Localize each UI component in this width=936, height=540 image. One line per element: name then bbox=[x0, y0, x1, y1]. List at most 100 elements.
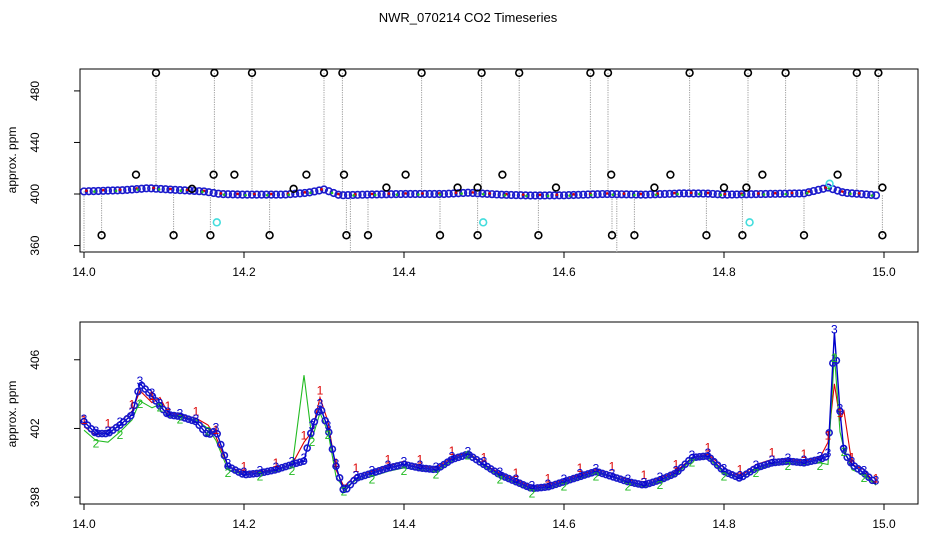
outlier-point bbox=[743, 68, 753, 78]
series-marker: 3 bbox=[401, 455, 408, 469]
data-point bbox=[663, 473, 672, 481]
series-marker: 2 bbox=[721, 469, 728, 483]
data-point bbox=[161, 185, 170, 194]
data-point bbox=[675, 189, 684, 198]
data-point bbox=[639, 192, 643, 196]
outlier-point bbox=[247, 68, 257, 78]
series-marker: 2 bbox=[225, 466, 232, 480]
data-point bbox=[324, 428, 333, 437]
outlier-point bbox=[363, 231, 373, 240]
cyan-point bbox=[212, 218, 222, 227]
data-point bbox=[292, 459, 301, 468]
data-point bbox=[263, 467, 272, 476]
data-point bbox=[287, 193, 291, 197]
data-point bbox=[654, 193, 658, 197]
series-marker: 3 bbox=[657, 470, 664, 484]
series-marker: 3 bbox=[93, 424, 100, 438]
outlier-point bbox=[169, 231, 178, 240]
data-point bbox=[688, 453, 697, 462]
data-point bbox=[249, 470, 257, 478]
data-point bbox=[414, 463, 423, 472]
data-point bbox=[360, 471, 369, 480]
series-marker: 3 bbox=[241, 465, 248, 479]
data-point bbox=[243, 190, 252, 199]
data-point bbox=[396, 461, 405, 469]
x-tick-label: 14.0 bbox=[72, 517, 96, 531]
data-point bbox=[337, 192, 340, 196]
data-point bbox=[291, 189, 300, 198]
data-point bbox=[257, 190, 266, 199]
outlier-point bbox=[206, 231, 215, 240]
data-point bbox=[393, 462, 402, 470]
outlier-point bbox=[650, 183, 659, 192]
data-point bbox=[421, 192, 424, 195]
data-point bbox=[728, 471, 736, 479]
series-marker: 2 bbox=[753, 466, 760, 480]
data-point bbox=[634, 480, 643, 488]
series-marker: 1 bbox=[873, 471, 880, 485]
series-marker: 1 bbox=[149, 389, 156, 403]
data-point bbox=[512, 477, 520, 486]
outlier-point bbox=[781, 68, 790, 78]
data-point bbox=[605, 192, 609, 195]
x-tick-label: 14.8 bbox=[712, 265, 736, 279]
data-point bbox=[810, 456, 819, 465]
data-point bbox=[641, 190, 650, 199]
series-marker: 3 bbox=[593, 462, 600, 476]
outlier-point bbox=[473, 231, 482, 240]
data-point bbox=[332, 462, 340, 471]
axis-ticks: 14.0 14.2 14.4 14.6 14.8 15.0 398 402 406 bbox=[28, 349, 896, 531]
data-point bbox=[720, 467, 729, 476]
data-point bbox=[838, 188, 847, 197]
outlier-point bbox=[319, 68, 329, 78]
cyan-point bbox=[825, 179, 834, 188]
data-point bbox=[574, 190, 583, 199]
data-point bbox=[377, 190, 386, 199]
data-point bbox=[814, 455, 823, 464]
data-point bbox=[591, 467, 600, 476]
data-point bbox=[459, 188, 468, 198]
series-marker: 3 bbox=[689, 448, 696, 462]
panel-top: approx. ppm 14.0 14.2 14.4 14.6 14.8 15.0 360 4… bbox=[5, 68, 919, 279]
data-point bbox=[175, 186, 185, 195]
data-point bbox=[821, 453, 830, 461]
series-marker: 3 bbox=[641, 475, 648, 489]
series-marker: 3 bbox=[301, 451, 308, 465]
data-point bbox=[732, 190, 741, 199]
data-point bbox=[245, 470, 254, 479]
data-point bbox=[454, 191, 458, 195]
series-marker: 2 bbox=[817, 459, 824, 473]
series-marker: 2 bbox=[561, 480, 568, 494]
outlier-point bbox=[852, 68, 861, 78]
data-point bbox=[252, 469, 261, 478]
data-point bbox=[782, 457, 790, 466]
series-marker: 3 bbox=[213, 420, 220, 434]
x-tick-label: 14.6 bbox=[552, 265, 576, 279]
series-marker: 3 bbox=[449, 450, 456, 464]
series-marker: 1 bbox=[301, 428, 308, 442]
data-point bbox=[522, 482, 531, 491]
series-marker: 1 bbox=[193, 404, 200, 418]
outlier-point bbox=[151, 68, 161, 78]
data-point bbox=[305, 188, 314, 197]
data-point bbox=[281, 462, 290, 471]
data-point bbox=[836, 407, 844, 416]
data-point bbox=[468, 188, 477, 198]
x-tick-label: 14.4 bbox=[392, 265, 416, 279]
data-point bbox=[796, 458, 805, 467]
data-point bbox=[127, 411, 135, 420]
data-point bbox=[631, 190, 641, 199]
data-point bbox=[373, 193, 377, 197]
data-point bbox=[544, 482, 553, 491]
data-point bbox=[101, 429, 110, 438]
data-point bbox=[276, 190, 285, 199]
series-marker: 3 bbox=[721, 462, 728, 476]
data-point bbox=[324, 187, 333, 196]
data-point bbox=[843, 453, 852, 462]
data-point bbox=[389, 462, 398, 471]
data-point bbox=[656, 476, 664, 484]
series-marker: 3 bbox=[105, 424, 112, 438]
data-point bbox=[425, 465, 434, 473]
data-point bbox=[818, 454, 826, 463]
data-point bbox=[152, 186, 155, 190]
